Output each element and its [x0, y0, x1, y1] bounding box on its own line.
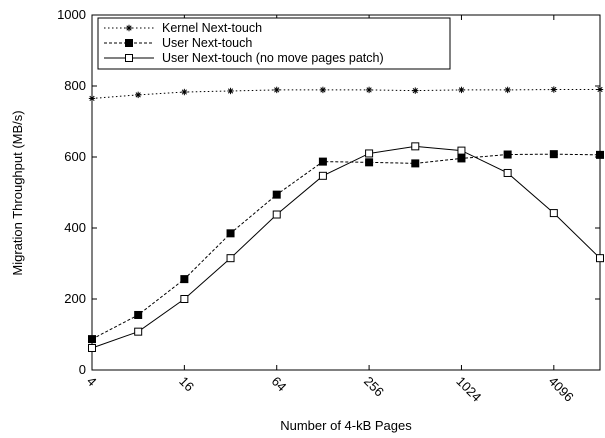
y-tick-label: 600 — [64, 149, 86, 164]
data-point — [504, 86, 511, 94]
data-point — [273, 86, 280, 94]
legend-entry: User Next-touch — [104, 36, 252, 50]
data-point — [365, 149, 374, 158]
y-tick-label: 400 — [64, 220, 86, 235]
x-tick-label: 1024 — [453, 374, 484, 405]
series-line — [91, 89, 600, 99]
asterisk-stroke — [366, 87, 372, 93]
data-point — [272, 190, 281, 199]
data-point — [365, 86, 373, 94]
data-point — [503, 168, 512, 177]
y-axis-title: Migration Throughput (MB/s) — [10, 110, 25, 275]
series-group — [88, 86, 604, 352]
data-point — [596, 150, 604, 159]
legend-label: Kernel Next-touch — [162, 21, 262, 35]
data-point — [180, 275, 189, 284]
legend-box — [97, 17, 451, 70]
data-point — [458, 86, 465, 94]
legend-label: User Next-touch (no move pages patch) — [162, 51, 384, 65]
data-point — [180, 295, 189, 303]
legend-label: User Next-touch — [162, 36, 252, 50]
legend-marker — [125, 39, 133, 47]
y-tick-label: 0 — [79, 362, 86, 377]
y-tick-label: 200 — [64, 291, 86, 306]
x-tick-label: 16 — [176, 374, 197, 395]
data-point — [549, 209, 558, 218]
asterisk-stroke — [89, 95, 95, 102]
data-point — [365, 158, 374, 167]
y-tick-label: 800 — [64, 78, 86, 93]
x-axis-title: Number of 4-kB Pages — [280, 418, 412, 433]
data-point — [88, 335, 96, 344]
series-line — [91, 153, 601, 340]
data-point — [88, 343, 96, 352]
data-point — [319, 86, 327, 94]
data-point — [596, 254, 604, 263]
data-point — [134, 310, 143, 319]
data-point — [596, 86, 604, 93]
asterisk-stroke — [320, 87, 326, 93]
data-point — [457, 146, 466, 155]
series-line — [91, 145, 601, 349]
legend-entry: Kernel Next-touch — [104, 21, 262, 35]
data-point — [134, 327, 143, 336]
asterisk-stroke — [181, 89, 187, 95]
data-point — [550, 86, 558, 93]
asterisk-stroke — [126, 25, 132, 31]
data-point — [318, 171, 327, 180]
data-point — [134, 91, 142, 99]
asterisk-stroke — [227, 88, 234, 94]
asterisk-stroke — [412, 87, 418, 94]
asterisk-stroke — [274, 87, 280, 93]
asterisk-stroke — [135, 92, 141, 98]
x-tick-label: 256 — [361, 374, 387, 400]
series-2 — [88, 150, 604, 344]
asterisk-stroke — [551, 86, 557, 93]
x-tick-label: 64 — [269, 374, 290, 395]
data-point — [318, 157, 327, 166]
data-point — [549, 150, 558, 159]
y-tick-label: 1000 — [57, 7, 86, 22]
series-3 — [88, 142, 604, 352]
data-point — [272, 210, 281, 219]
asterisk-stroke — [458, 87, 465, 93]
asterisk-stroke — [597, 86, 603, 93]
data-point — [411, 142, 420, 151]
plot-frame — [91, 14, 601, 371]
data-point — [503, 150, 512, 159]
x-tick-label: 4096 — [546, 374, 577, 405]
legend-marker — [125, 54, 133, 62]
data-point — [227, 87, 234, 95]
data-point — [181, 88, 188, 96]
data-point — [457, 154, 466, 163]
asterisk-stroke — [505, 87, 511, 93]
data-point — [226, 254, 235, 263]
data-point — [412, 87, 419, 94]
plot-area — [91, 14, 601, 371]
x-tick-label: 4 — [84, 374, 100, 390]
data-point — [226, 229, 235, 238]
legend-marker — [125, 24, 133, 32]
data-point — [88, 95, 96, 102]
data-point — [411, 159, 420, 168]
legend-entry: User Next-touch (no move pages patch) — [104, 51, 384, 65]
series-1 — [88, 86, 604, 102]
